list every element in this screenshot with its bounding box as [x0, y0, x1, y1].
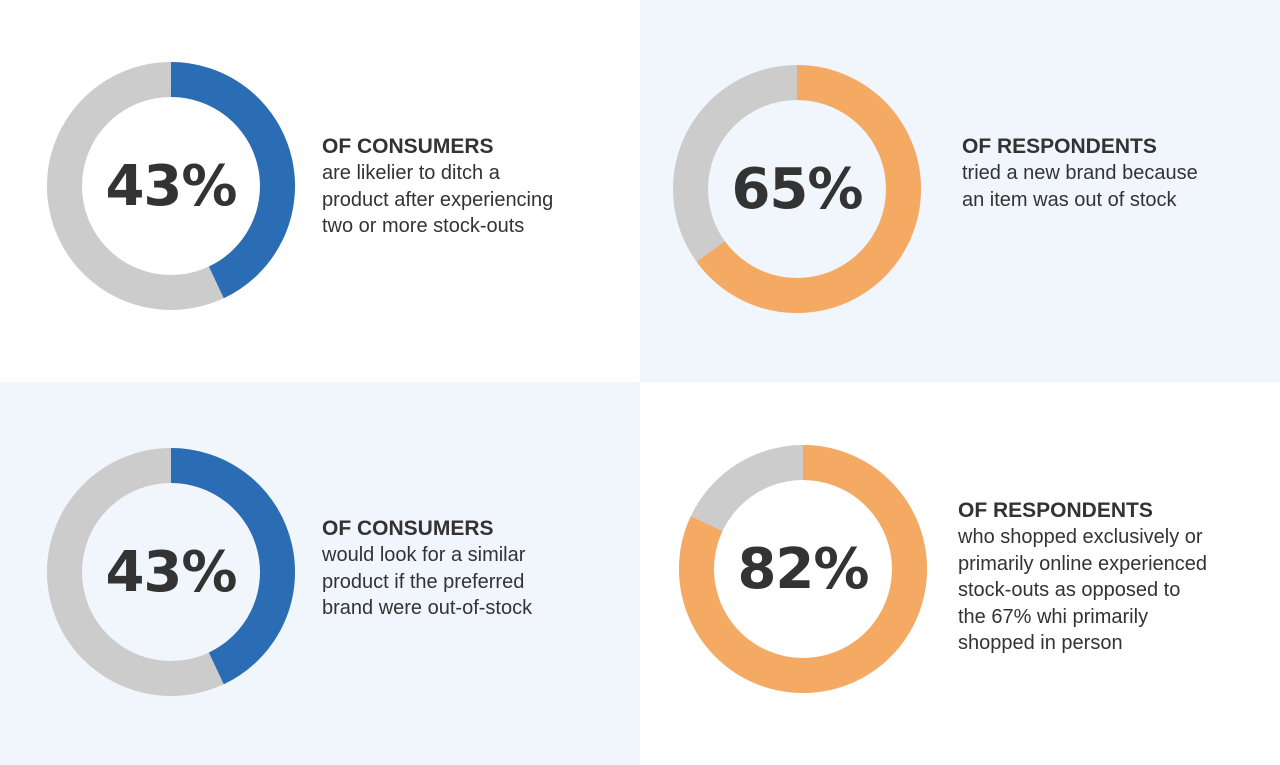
donut-chart-1: 43% — [47, 62, 295, 310]
stat-text-line: the 67% whi primarily — [958, 605, 1149, 628]
stat-text-line: would look for a similar — [322, 544, 526, 566]
donut-value-label-2: 65% — [731, 156, 863, 222]
stat-heading-3: OF CONSUMERS — [322, 517, 494, 540]
donut-svg-3 — [47, 448, 295, 696]
stat-panel-2: 65% OF RESPONDENTS tried a new brand bec… — [640, 0, 1280, 382]
stat-text-line: brand were out-of-stock — [322, 597, 533, 619]
stat-text-line: product after experiencing — [322, 188, 554, 211]
stat-panel-1: 43% OF CONSUMERS are likelier to ditch a… — [0, 0, 640, 382]
donut-arc-1 — [170, 62, 295, 299]
stat-caption-2: OF RESPONDENTS tried a new brand because… — [962, 134, 1198, 213]
stat-caption-4: OF RESPONDENTS who shopped exclusively o… — [958, 498, 1207, 657]
stat-text-line: product if the preferred — [322, 570, 525, 593]
donut-chart-4: 82% — [679, 445, 927, 693]
donut-arc-4 — [679, 445, 927, 693]
donut-svg-2 — [673, 65, 921, 313]
stat-caption-1: OF CONSUMERS are likelier to ditch a pro… — [322, 134, 553, 240]
donut-arc-2 — [696, 65, 921, 313]
stat-caption-3: OF CONSUMERS would look for a similar pr… — [322, 516, 532, 622]
stat-text-line: tried a new brand because — [962, 162, 1198, 184]
donut-chart-2: 65% — [673, 65, 921, 313]
donut-arc-3 — [170, 448, 295, 685]
donut-value-label-3: 43% — [105, 539, 237, 605]
stat-heading-1: OF CONSUMERS — [322, 135, 494, 158]
stat-text-line: are likelier to ditch a — [322, 162, 500, 184]
stat-panel-3: 43% OF CONSUMERS would look for a simila… — [0, 382, 640, 765]
stat-panel-4: 82% OF RESPONDENTS who shopped exclusive… — [640, 382, 1280, 765]
stat-heading-4: OF RESPONDENTS — [958, 499, 1153, 522]
donut-value-label-1: 43% — [105, 153, 237, 219]
donut-chart-3: 43% — [47, 448, 295, 696]
stat-text-line: shopped in person — [958, 632, 1123, 654]
stat-text-line: primarily online experienced — [958, 552, 1208, 575]
stat-text-line: stock-outs as opposed to — [958, 579, 1181, 601]
stat-text-line: who shopped exclusively or — [958, 526, 1203, 548]
stat-text-line: two or more stock-outs — [322, 215, 525, 237]
donut-value-label-4: 82% — [737, 536, 869, 602]
stat-text-line: an item was out of stock — [962, 188, 1177, 211]
stat-heading-2: OF RESPONDENTS — [962, 135, 1157, 158]
donut-svg-1 — [47, 62, 295, 310]
donut-svg-4 — [679, 445, 927, 693]
